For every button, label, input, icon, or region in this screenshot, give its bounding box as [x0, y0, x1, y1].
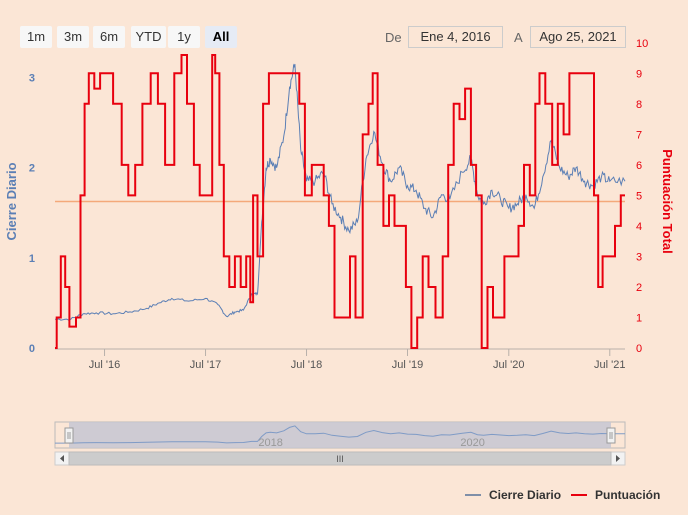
- range-button-6m[interactable]: 6m: [93, 26, 125, 48]
- legend-label-price: Cierre Diario: [489, 488, 562, 502]
- legend-label-score: Puntuación: [595, 488, 661, 502]
- x-tick-label: Jul '21: [594, 359, 625, 371]
- to-date-input[interactable]: Ago 25, 2021: [530, 26, 626, 48]
- y-axis-right-title: Puntuación Total: [660, 149, 675, 253]
- series-line-cierre-diario: [55, 63, 626, 321]
- scroll-left-arrow-icon[interactable]: [60, 455, 64, 462]
- range-button-ytd[interactable]: YTD: [131, 26, 166, 48]
- y-right-tick-label: 5: [636, 190, 642, 202]
- legend-item-score[interactable]: Puntuación: [571, 488, 660, 502]
- legend-swatch-score: [571, 494, 587, 496]
- from-date-input[interactable]: Ene 4, 2016: [408, 26, 503, 48]
- navigator-series-line: [55, 425, 625, 444]
- y-right-tick-label: 6: [636, 160, 642, 172]
- y-right-tick-label: 1: [636, 312, 642, 324]
- y-axis-left-title: Cierre Diario: [4, 162, 19, 240]
- y-right-tick-label: 2: [636, 282, 642, 294]
- y-right-tick-label: 4: [636, 221, 642, 233]
- y-left-tick-label: 0: [29, 343, 35, 355]
- y-right-tick-label: 10: [636, 38, 648, 50]
- to-label: A: [514, 30, 523, 45]
- y-right-tick-label: 3: [636, 251, 642, 263]
- navigator-year-label: 2020: [460, 437, 484, 449]
- y-right-tick-label: 8: [636, 99, 642, 111]
- x-tick-label: Jul '20: [493, 359, 524, 371]
- scroll-right-arrow-icon[interactable]: [616, 455, 620, 462]
- range-button-1y[interactable]: 1y: [168, 26, 200, 48]
- from-label: De: [385, 30, 402, 45]
- series-line-puntuacion: [55, 54, 625, 349]
- y-right-tick-label: 7: [636, 129, 642, 141]
- range-button-3m[interactable]: 3m: [57, 26, 89, 48]
- range-button-all[interactable]: All: [205, 26, 237, 48]
- y-right-tick-label: 0: [636, 343, 642, 355]
- legend-swatch-price: [465, 494, 481, 496]
- scrollbar-thumb[interactable]: [68, 451, 612, 466]
- navigator-year-label: 2018: [258, 437, 282, 449]
- legend-item-price[interactable]: Cierre Diario: [465, 488, 561, 502]
- y-left-tick-label: 3: [29, 73, 35, 85]
- x-tick-label: Jul '18: [291, 359, 322, 371]
- y-left-tick-label: 2: [29, 163, 35, 175]
- x-tick-label: Jul '17: [190, 359, 221, 371]
- navigator-right-handle[interactable]: [606, 427, 616, 444]
- navigator-left-handle[interactable]: [64, 427, 74, 444]
- y-right-tick-label: 9: [636, 68, 642, 80]
- y-left-tick-label: 1: [29, 253, 35, 265]
- scrollbar-grip-icon: III: [336, 454, 344, 464]
- x-tick-label: Jul '16: [89, 359, 120, 371]
- range-button-1m[interactable]: 1m: [20, 26, 52, 48]
- x-tick-label: Jul '19: [392, 359, 423, 371]
